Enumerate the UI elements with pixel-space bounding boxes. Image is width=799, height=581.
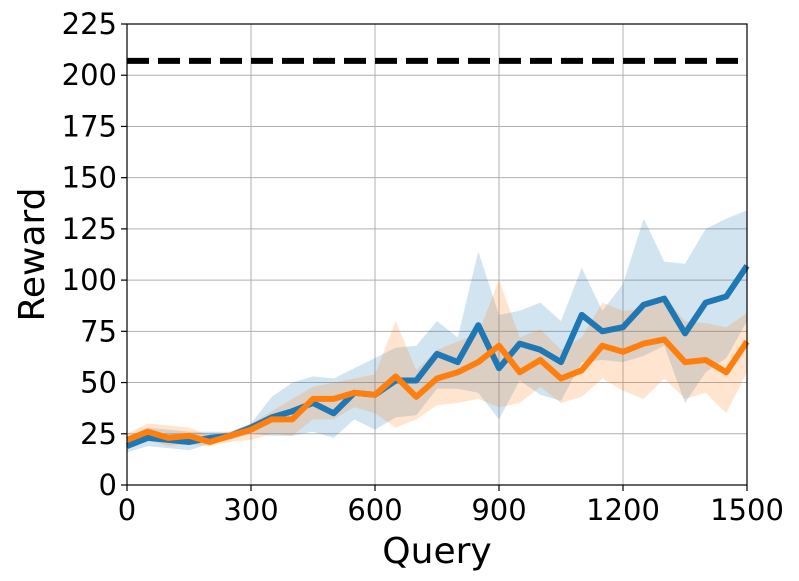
y-axis-label: Reward xyxy=(12,187,53,321)
y-tick-label: 200 xyxy=(62,58,117,92)
plot-frame xyxy=(126,23,748,486)
series-2-line xyxy=(125,336,750,445)
y-tick-label: 150 xyxy=(62,161,117,195)
y-tick-label: 225 xyxy=(62,7,117,41)
x-tick-label: 900 xyxy=(471,493,526,527)
series-1-band xyxy=(127,210,747,453)
x-tick-label: 600 xyxy=(347,493,402,527)
y-tick-label: 100 xyxy=(62,263,117,297)
y-tick-label: 75 xyxy=(80,314,117,348)
y-tick-label: 50 xyxy=(80,366,117,400)
y-tick-label: 0 xyxy=(99,468,117,502)
y-tick-label: 25 xyxy=(80,417,117,451)
x-tick-labels: 0 300 600 900 1200 1500 xyxy=(118,485,784,527)
x-tick-label: 300 xyxy=(223,493,278,527)
y-tick-label: 175 xyxy=(62,109,117,143)
x-tick-label: 0 xyxy=(118,493,136,527)
x-axis-label: Query xyxy=(382,531,491,572)
series-lines xyxy=(125,264,750,449)
series-2-band xyxy=(127,280,747,447)
y-tick-label: 125 xyxy=(62,212,117,246)
x-tick-label: 1500 xyxy=(710,493,784,527)
x-tick-label: 1200 xyxy=(586,493,660,527)
y-tick-labels: 0 25 50 75 100 125 150 175 200 225 xyxy=(62,7,127,502)
